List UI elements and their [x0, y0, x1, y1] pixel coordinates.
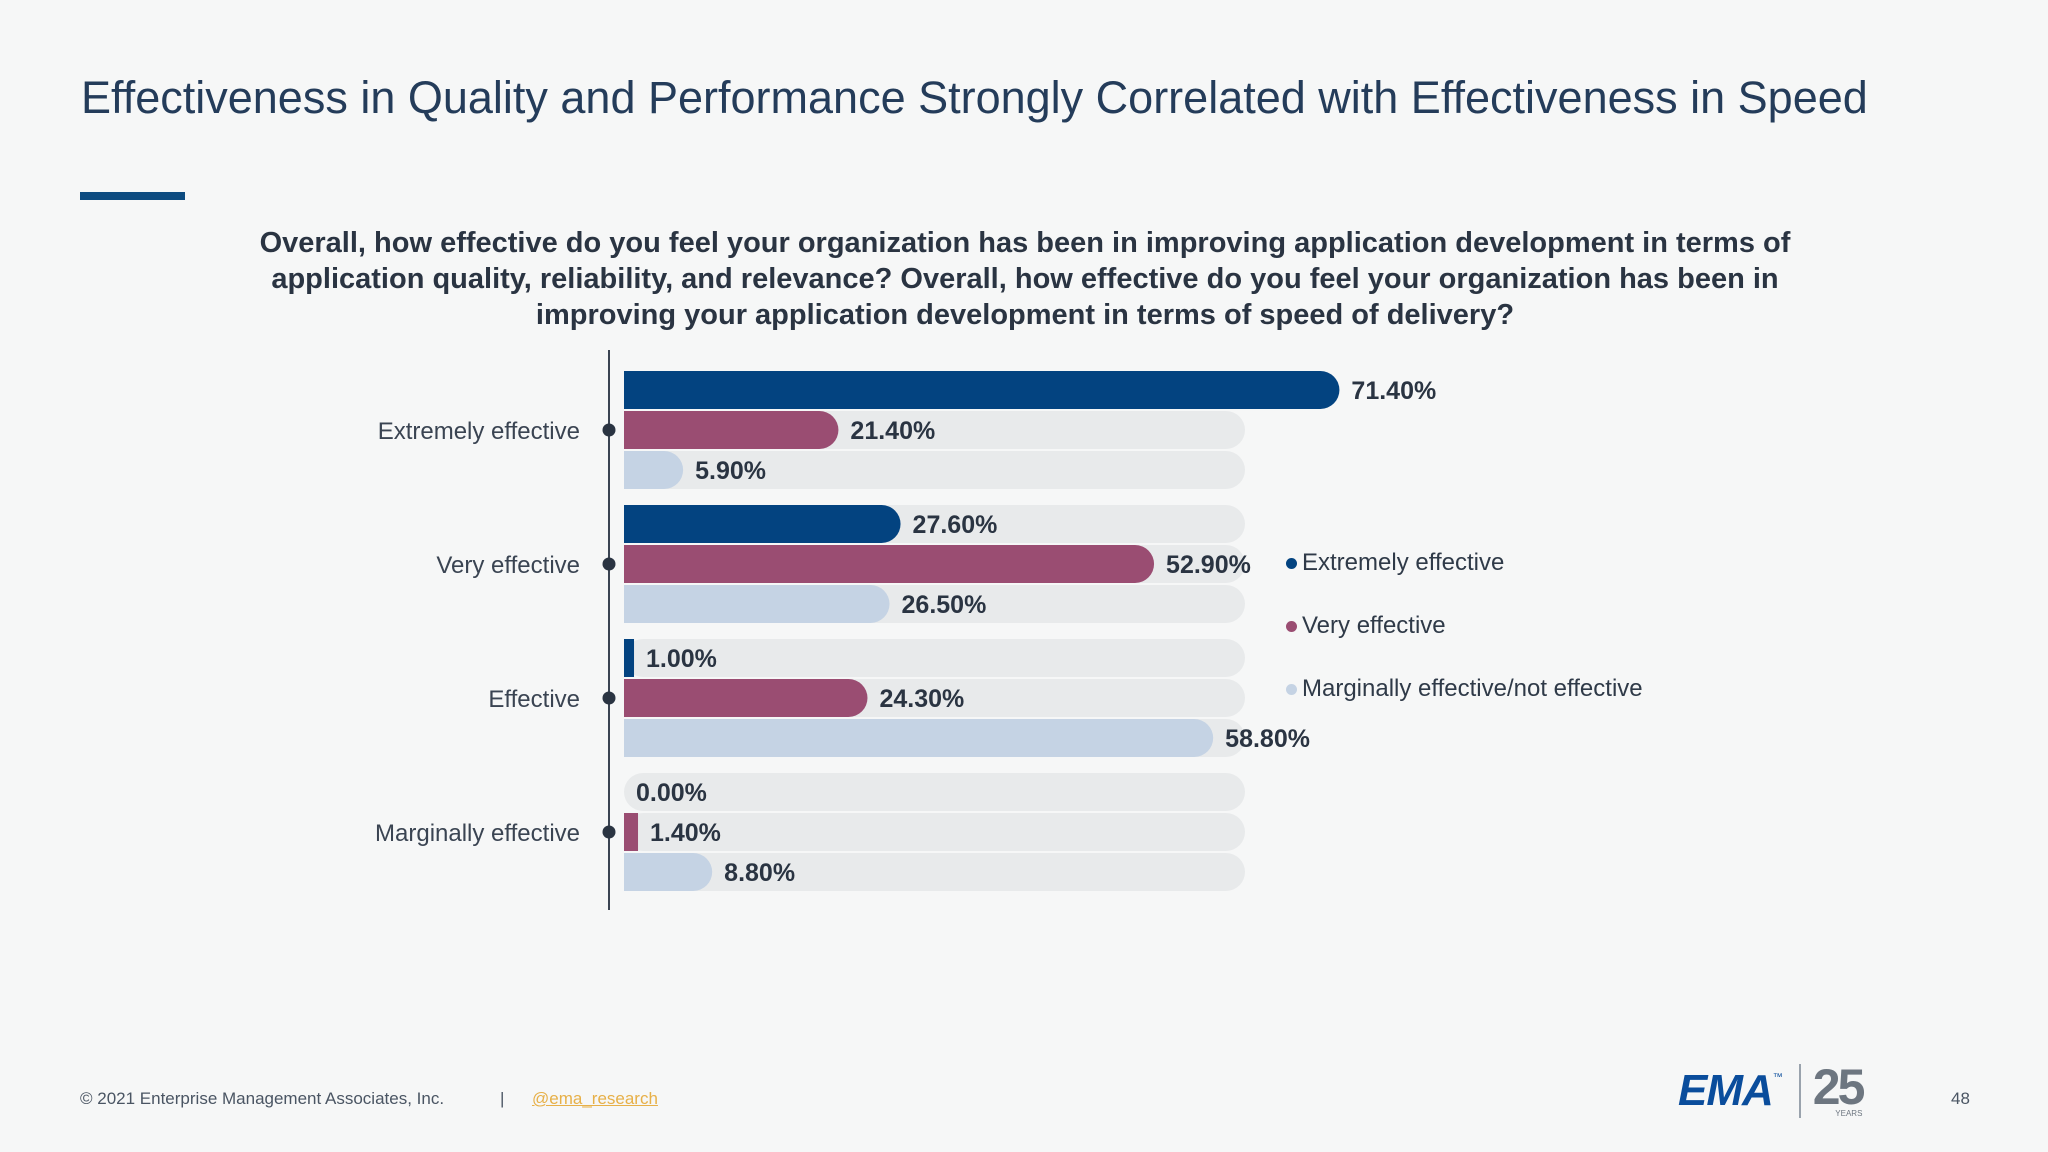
chart-legend: Extremely effective Very effective Margi… — [1286, 548, 1643, 737]
axis-marker — [602, 691, 616, 705]
bar — [624, 639, 635, 677]
bar — [624, 679, 868, 717]
title-accent-rule — [80, 192, 185, 200]
data-label: 1.40% — [650, 819, 721, 847]
data-label: 24.30% — [879, 685, 964, 713]
anniversary-logo: 25 YEARS — [1812, 1059, 1866, 1118]
data-label: 58.80% — [1225, 725, 1310, 753]
legend-label: Marginally effective/not effective — [1302, 675, 1643, 702]
data-label: 27.60% — [913, 511, 998, 539]
slide-title: Effectiveness in Quality and Performance… — [81, 72, 1868, 123]
category-label: Marginally effective — [375, 820, 580, 847]
ema-logo-trademark: ™ — [1772, 1072, 1783, 1083]
bar-track — [624, 639, 1245, 677]
footer-separator: | — [500, 1089, 505, 1108]
bar — [624, 411, 839, 449]
category-label: Extremely effective — [378, 418, 580, 445]
axis-marker — [602, 423, 616, 437]
logo-divider — [1798, 1064, 1801, 1118]
legend-label: Very effective — [1302, 612, 1446, 639]
data-label: 71.40% — [1351, 377, 1436, 405]
bar — [624, 585, 890, 623]
ema-logo-wordmark: EMA — [1678, 1066, 1774, 1115]
legend-swatch — [1286, 557, 1297, 569]
ema-logo: EMA ™ 25 YEARS — [1678, 1059, 1866, 1118]
data-label: 8.80% — [724, 859, 795, 887]
anniversary-number: 25 — [1812, 1059, 1866, 1115]
footer-copyright: © 2021 Enterprise Management Associates,… — [80, 1089, 445, 1108]
axis-marker — [602, 557, 616, 571]
legend-swatch — [1286, 683, 1297, 695]
bar — [624, 371, 1340, 409]
legend-item: Very effective — [1286, 611, 1643, 641]
data-label: 21.40% — [850, 417, 935, 445]
survey-question: Overall, how effective do you feel your … — [259, 227, 1791, 331]
category-label: Effective — [488, 686, 580, 713]
data-label: 5.90% — [695, 457, 766, 485]
anniversary-years-label: YEARS — [1835, 1109, 1863, 1118]
legend-item: Extremely effective — [1286, 548, 1643, 578]
data-label: 52.90% — [1166, 551, 1251, 579]
bar-track — [624, 773, 1245, 811]
category-label: Very effective — [436, 552, 580, 579]
data-label: 26.50% — [902, 591, 987, 619]
bar — [624, 545, 1155, 583]
data-label: 0.00% — [636, 779, 707, 807]
data-label: 1.00% — [646, 645, 717, 673]
bar-track — [624, 853, 1245, 891]
legend-swatch — [1286, 620, 1297, 632]
page-number: 48 — [1951, 1089, 1970, 1108]
bar — [624, 451, 684, 489]
legend-item: Marginally effective/not effective — [1286, 674, 1643, 704]
bar — [624, 813, 639, 851]
bar — [624, 719, 1214, 757]
bar-track — [624, 813, 1245, 851]
legend-label: Extremely effective — [1302, 549, 1505, 576]
axis-marker — [602, 825, 616, 839]
twitter-handle-link[interactable]: @ema_research — [532, 1089, 658, 1108]
bar-track — [624, 451, 1245, 489]
bar — [624, 853, 713, 891]
bar — [624, 505, 901, 543]
